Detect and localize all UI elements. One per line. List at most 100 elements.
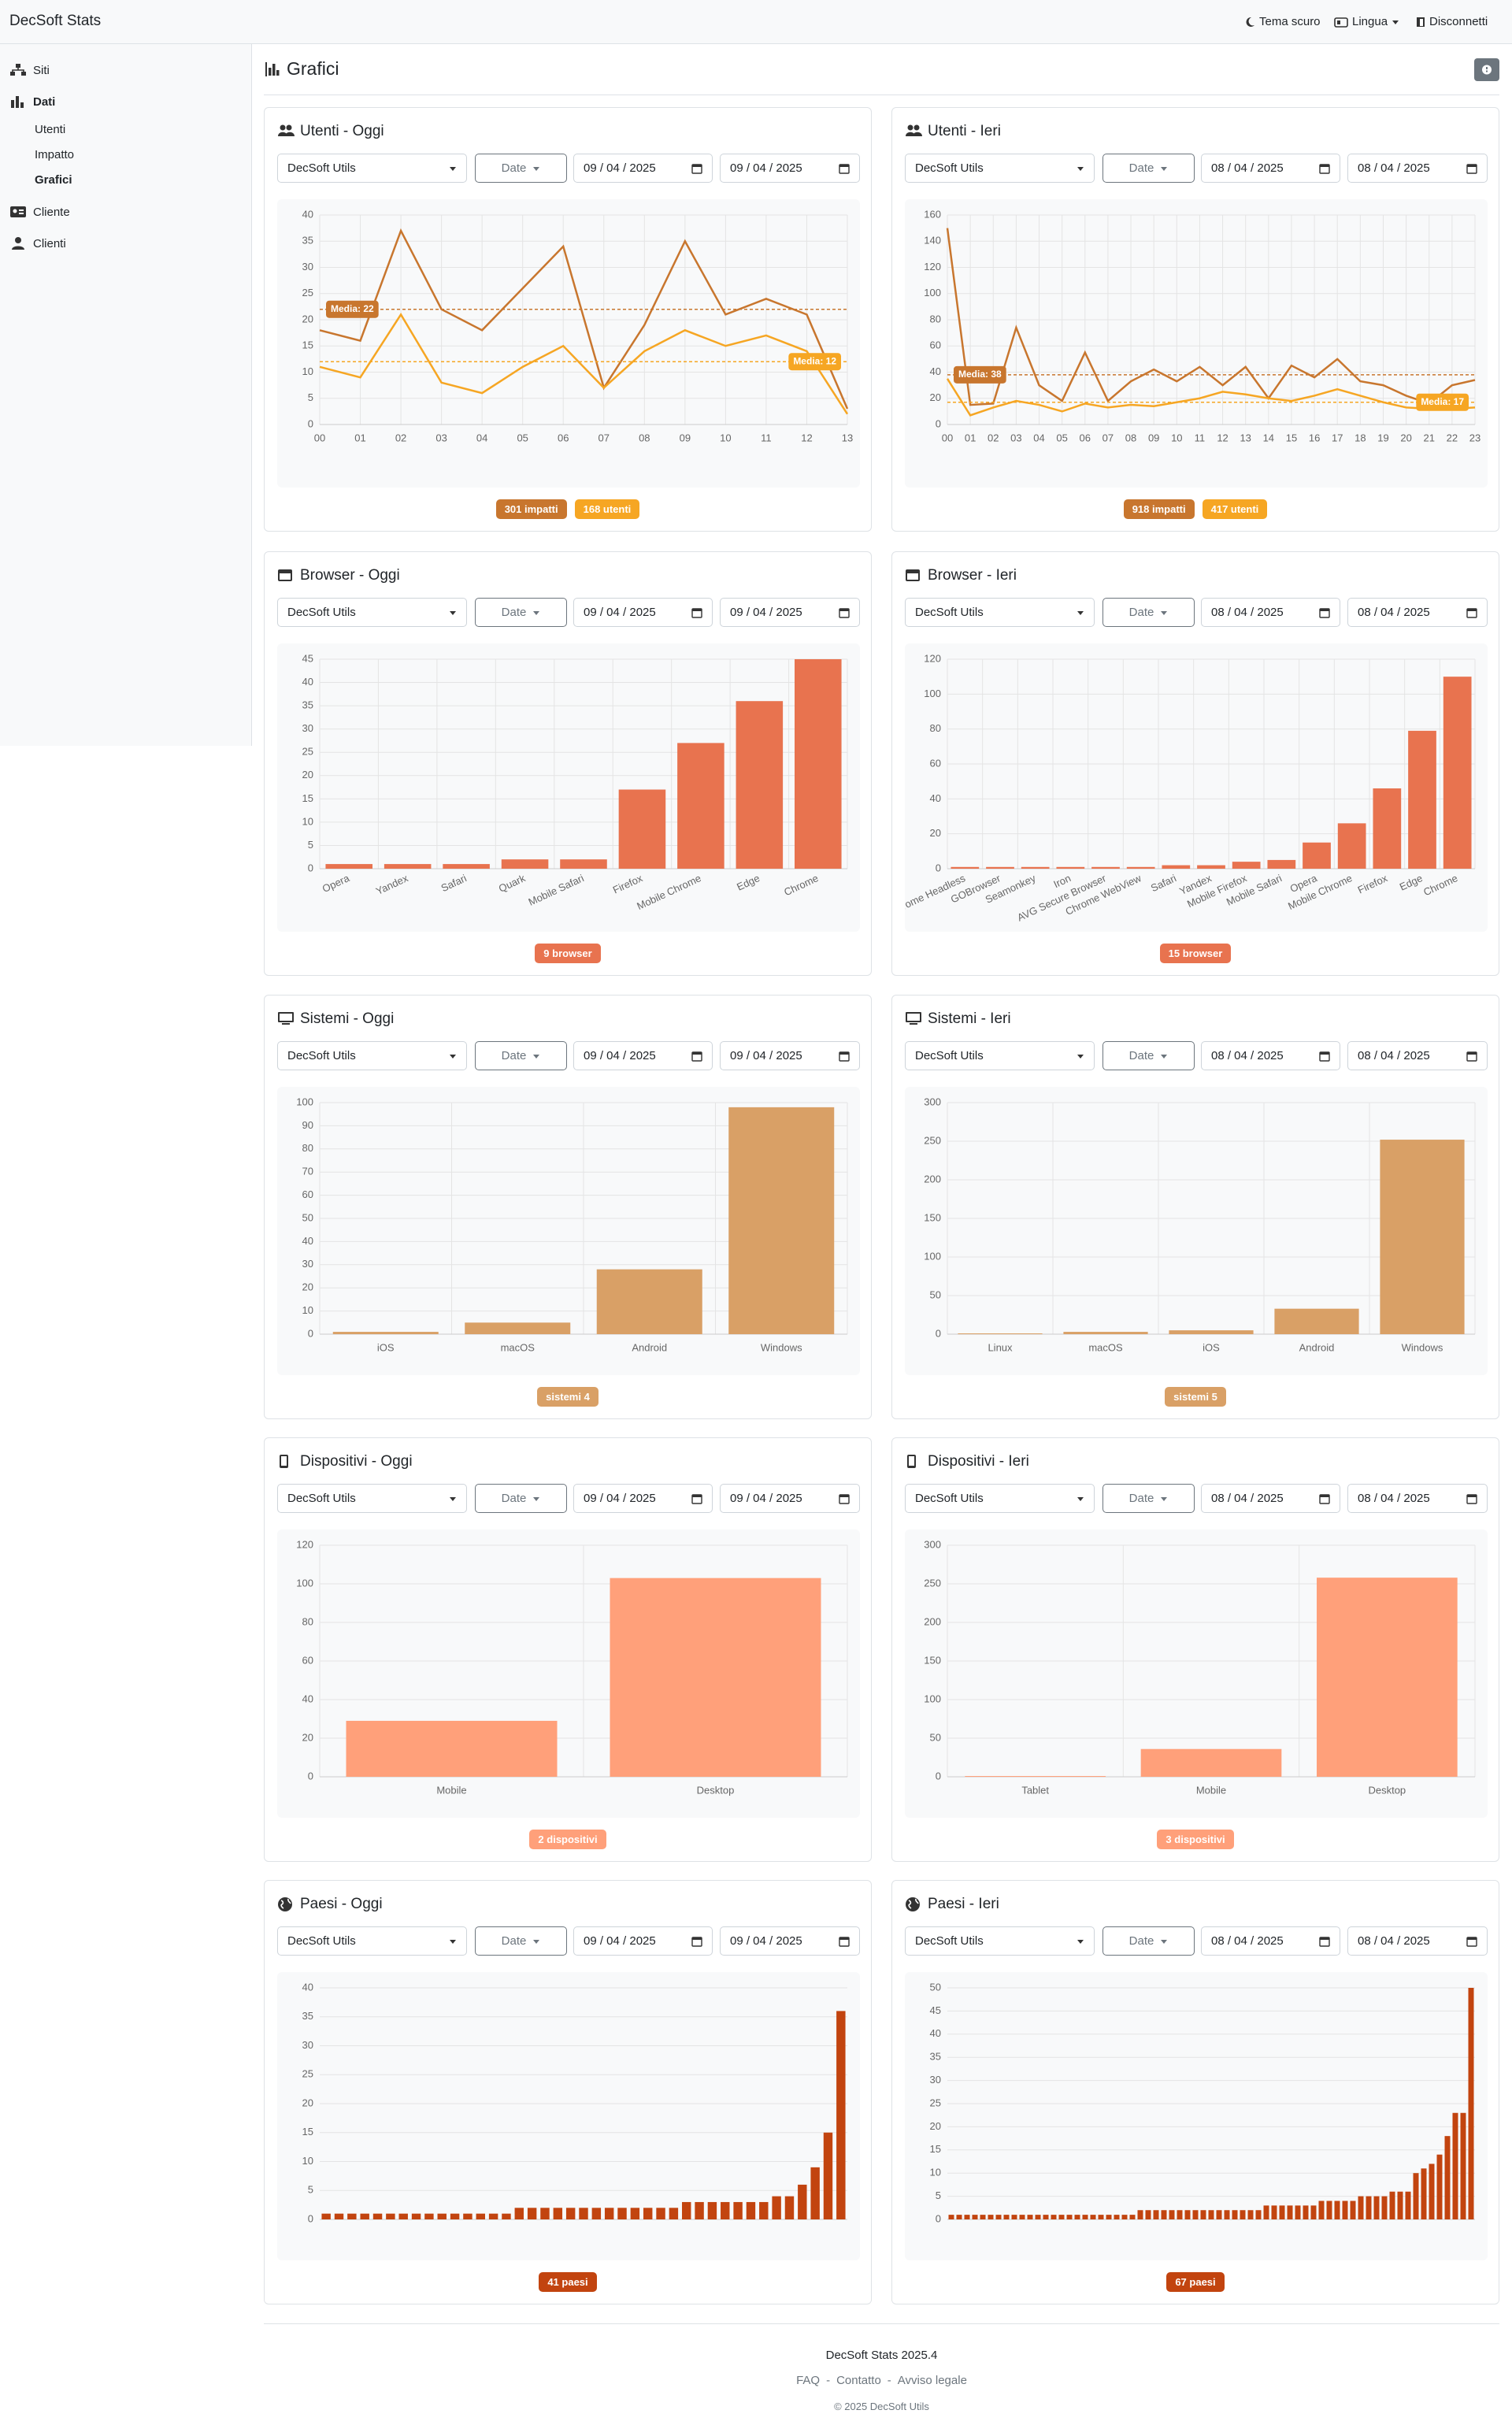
icon [278, 1897, 292, 1911]
y-tick-label: 5 [308, 391, 313, 403]
bar [1326, 2201, 1332, 2219]
side-subitem[interactable]: Impatto [35, 148, 74, 161]
i [839, 1051, 849, 1055]
date-to[interactable]: 09 / 04 / 2025 [720, 1041, 860, 1070]
date-to[interactable]: 08 / 04 / 2025 [1347, 1926, 1488, 1956]
date-from[interactable]: 08 / 04 / 2025 [1201, 1926, 1340, 1956]
side-subitem[interactable]: Utenti [35, 123, 65, 136]
date-button[interactable]: Date [1102, 154, 1195, 183]
y-tick-label: 10 [302, 2155, 313, 2167]
side-item[interactable]: Siti [9, 63, 50, 77]
date-to[interactable]: 08 / 04 / 2025 [1347, 1041, 1488, 1070]
site-select[interactable]: DecSoft Utils [905, 154, 1095, 183]
bar [1267, 859, 1296, 869]
x-tick-label: 11 [761, 432, 772, 443]
nav-label: Disconnetti [1429, 15, 1488, 28]
site-select[interactable]: DecSoft Utils [905, 1926, 1095, 1956]
chart-card: Browser - Oggi DecSoft Utils Date 09 / 04 /… [264, 551, 872, 976]
badges: 3 dispositivi [892, 1830, 1499, 1849]
bar [1177, 2210, 1183, 2219]
date-from[interactable]: 09 / 04 / 2025 [573, 1484, 713, 1513]
bar [733, 2201, 743, 2219]
date-button[interactable]: Date [1102, 1041, 1195, 1070]
site-select[interactable]: DecSoft Utils [905, 598, 1095, 627]
nav-dark-theme[interactable]: Tema scuro [1244, 15, 1321, 28]
date-button[interactable]: Date [475, 1926, 567, 1956]
x-tick-label: 13 [842, 432, 853, 443]
bar [836, 2011, 846, 2219]
bar [784, 2196, 795, 2219]
date-from[interactable]: 09 / 04 / 2025 [573, 154, 713, 183]
caret [1392, 20, 1399, 24]
date-button[interactable]: Date [475, 598, 567, 627]
y-tick-label: 25 [302, 287, 313, 298]
y-tick-label: 250 [924, 1134, 941, 1146]
y-tick-label: 15 [302, 339, 313, 351]
footer-link[interactable]: FAQ [796, 2374, 821, 2387]
calendar-icon [691, 1051, 702, 1062]
date-to[interactable]: 09 / 04 / 2025 [720, 1484, 860, 1513]
bar [964, 2215, 970, 2219]
date-text: 09 / 04 / 2025 [730, 1492, 802, 1505]
page-title: Grafici [287, 58, 339, 79]
calendar-icon [691, 607, 702, 618]
bar [1121, 2215, 1128, 2219]
badges: 9 browser [265, 944, 871, 963]
bar [1098, 2215, 1104, 2219]
bar [1129, 2215, 1136, 2219]
date-to[interactable]: 09 / 04 / 2025 [720, 154, 860, 183]
date-to[interactable]: 09 / 04 / 2025 [720, 1926, 860, 1956]
date-from[interactable]: 09 / 04 / 2025 [573, 598, 713, 627]
date-from[interactable]: 08 / 04 / 2025 [1201, 1041, 1340, 1070]
date-to[interactable]: 08 / 04 / 2025 [1347, 598, 1488, 627]
x-tick-label: Mobile Safari [527, 872, 586, 908]
i [1161, 1496, 1168, 1501]
footer-link[interactable]: Avviso legale [897, 2374, 967, 2387]
side-item[interactable]: Clienti [9, 236, 66, 250]
footer-link[interactable]: Contatto [836, 2374, 881, 2387]
i [280, 1898, 291, 1909]
date-button[interactable]: Date [1102, 598, 1195, 627]
y-tick-label: 20 [302, 769, 313, 780]
help-button[interactable] [1474, 58, 1499, 81]
site-select[interactable]: DecSoft Utils [277, 1926, 467, 1956]
site-select[interactable]: DecSoft Utils [905, 1484, 1095, 1513]
date-from[interactable]: 08 / 04 / 2025 [1201, 154, 1340, 183]
bar [386, 2213, 395, 2219]
site-select[interactable]: DecSoft Utils [277, 154, 467, 183]
y-tick-label: 10 [302, 1304, 313, 1316]
side-item[interactable]: Cliente [9, 205, 70, 219]
nav-logout[interactable]: Disconnetti [1416, 15, 1488, 28]
side-subitem[interactable]: Grafici [35, 173, 72, 187]
x-tick-label: Windows [761, 1341, 802, 1353]
y-tick-label: 0 [936, 862, 941, 873]
side-item[interactable]: Dati [9, 95, 55, 109]
date-to[interactable]: 08 / 04 / 2025 [1347, 154, 1488, 183]
site-select[interactable]: DecSoft Utils [277, 598, 467, 627]
date-button[interactable]: Date [1102, 1926, 1195, 1956]
date-button[interactable]: Date [475, 1484, 567, 1513]
date-from[interactable]: 09 / 04 / 2025 [573, 1041, 713, 1070]
i [910, 1023, 917, 1025]
date-from[interactable]: 08 / 04 / 2025 [1201, 1484, 1340, 1513]
bar [463, 2213, 472, 2219]
date-button[interactable]: Date [1102, 1484, 1195, 1513]
date-from[interactable]: 09 / 04 / 2025 [573, 1926, 713, 1956]
i [1161, 1054, 1168, 1059]
site-select[interactable]: DecSoft Utils [905, 1041, 1095, 1070]
card-title: Sistemi - Oggi [277, 1010, 394, 1028]
brand[interactable]: DecSoft Stats [9, 13, 102, 29]
date-to[interactable]: 09 / 04 / 2025 [720, 598, 860, 627]
date-from[interactable]: 08 / 04 / 2025 [1201, 598, 1340, 627]
site-select[interactable]: DecSoft Utils [277, 1484, 467, 1513]
bar [618, 789, 666, 869]
y-tick-label: 40 [930, 2027, 941, 2039]
date-button[interactable]: Date [475, 1041, 567, 1070]
nav-language[interactable]: Lingua [1334, 15, 1399, 28]
date-button[interactable]: Date [475, 154, 567, 183]
line [319, 228, 849, 410]
calendar-icon [691, 1493, 702, 1504]
card-title-text: Utenti - Ieri [928, 123, 1001, 139]
site-select[interactable]: DecSoft Utils [277, 1041, 467, 1070]
date-to[interactable]: 08 / 04 / 2025 [1347, 1484, 1488, 1513]
